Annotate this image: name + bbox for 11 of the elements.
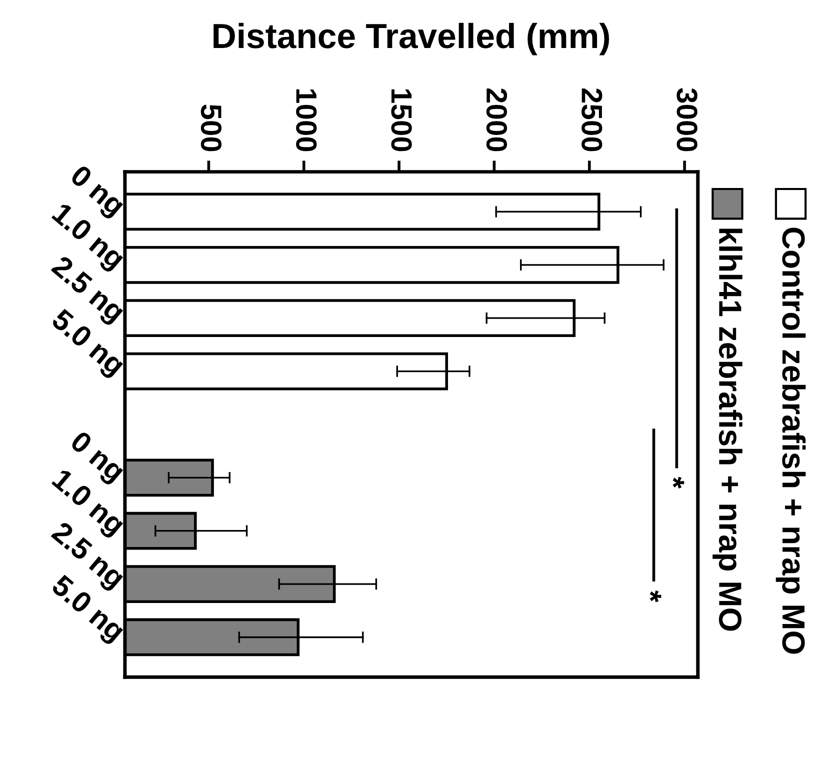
- annotation: *: [672, 476, 684, 488]
- x-tick-label: 500: [200, 104, 222, 152]
- x-tick-label: 3000: [676, 88, 698, 152]
- x-tick-label: 2000: [486, 88, 508, 152]
- annotation: *: [650, 590, 662, 602]
- x-tick-label: 1000: [296, 89, 317, 152]
- legend-label: Control zebrafish + nrap MO: [776, 228, 806, 654]
- chart-title: Distance Travelled (mm): [214, 22, 610, 56]
- x-tick-label: 2500: [582, 88, 602, 152]
- legend-label: klhl41 zebrafish + nrap MO: [712, 228, 742, 631]
- x-tick-label: 1500: [391, 89, 412, 152]
